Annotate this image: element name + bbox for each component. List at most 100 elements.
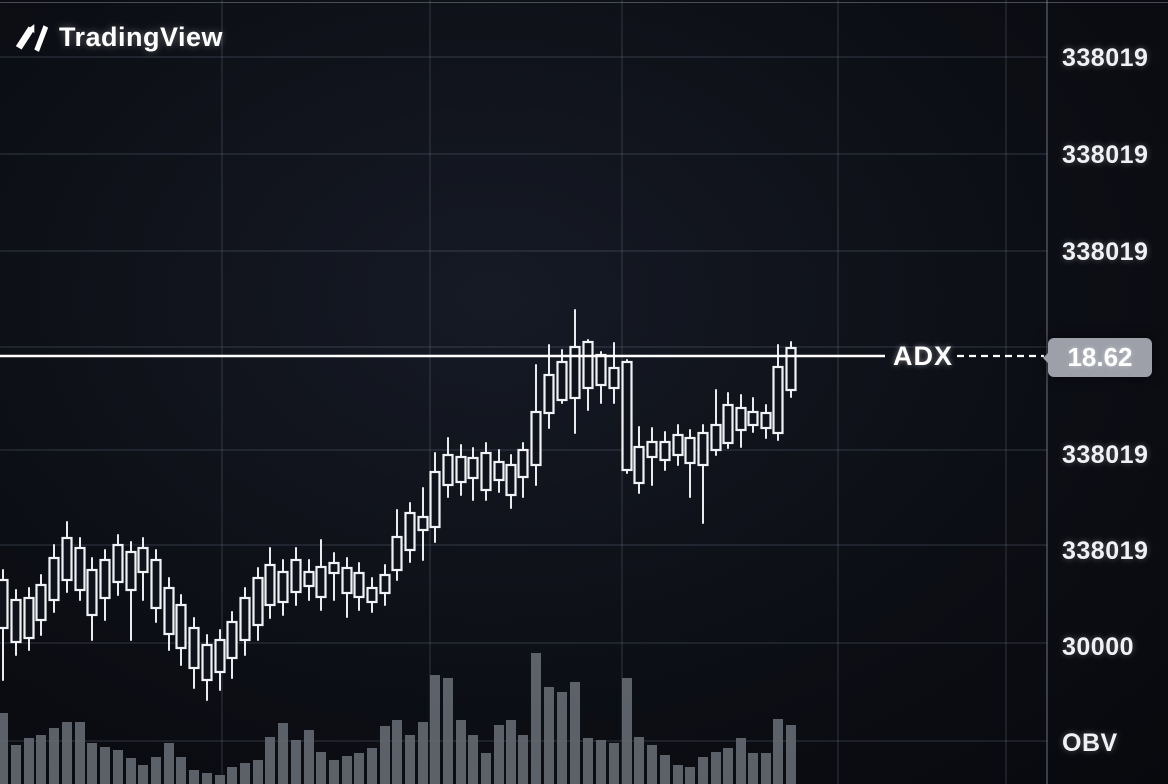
volume-bar — [291, 740, 301, 784]
candle-body — [99, 558, 111, 600]
candle-body — [353, 571, 365, 599]
candle-body — [404, 511, 416, 552]
candle-body — [264, 563, 276, 607]
candle-body — [125, 550, 137, 592]
candle-body — [556, 360, 568, 402]
price-axis-label: 338019 — [1062, 44, 1149, 72]
volume-bar — [304, 730, 314, 784]
volume-bar — [544, 687, 554, 784]
volume-bar — [405, 735, 415, 784]
volume-bar — [660, 755, 670, 784]
candle-body — [74, 546, 86, 592]
candle-body — [722, 403, 734, 445]
candle-body — [505, 463, 517, 497]
candle-body — [646, 440, 658, 459]
volume-bar — [723, 748, 733, 784]
candle-body — [391, 535, 403, 572]
candle-body — [290, 558, 302, 594]
volume-bar — [698, 757, 708, 784]
candle-body — [747, 410, 759, 427]
price-axis-label: 338019 — [1062, 537, 1149, 565]
volume-bar — [227, 767, 237, 784]
volume-bar — [36, 735, 46, 784]
candle-body — [379, 573, 391, 595]
candle-body — [175, 603, 187, 650]
candle-body — [493, 460, 505, 482]
volume-bar — [0, 713, 8, 784]
candle-body — [442, 453, 454, 487]
volume-bar — [430, 675, 440, 784]
price-axis-label: 338019 — [1062, 441, 1149, 469]
candle-body — [188, 626, 200, 670]
candle-body — [341, 566, 353, 595]
volume-bar — [761, 753, 771, 784]
volume-bar — [176, 757, 186, 784]
candle-body — [315, 565, 327, 599]
candle-body — [328, 561, 340, 575]
volume-bar — [164, 743, 174, 784]
volume-bar — [609, 743, 619, 784]
obv-pane-label: OBV — [1062, 729, 1118, 757]
volume-bar — [113, 750, 123, 784]
tradingview-logo-icon — [15, 23, 49, 52]
candle-body — [480, 451, 492, 492]
candle-body — [735, 406, 747, 432]
candle-body — [163, 586, 175, 636]
volume-bar — [392, 720, 402, 784]
volume-bar — [202, 773, 212, 784]
candle-body — [633, 445, 645, 485]
price-axis[interactable]: 338019 338019 338019 338019 338019 30000 OBV — [1047, 0, 1168, 784]
volume-bar — [138, 765, 148, 784]
volume-bar — [570, 682, 580, 784]
candle-body — [543, 373, 555, 415]
volume-bar — [253, 760, 263, 784]
volume-bar — [151, 757, 161, 784]
volume-bar — [49, 728, 59, 784]
candle-body — [226, 620, 238, 660]
candle-body — [772, 365, 784, 435]
volume-bar — [481, 753, 491, 784]
volume-bar — [494, 725, 504, 784]
candle-body — [150, 558, 162, 610]
candle-body — [684, 436, 696, 465]
volume-bar — [736, 738, 746, 784]
candle-body — [672, 433, 684, 457]
volume-bar — [622, 678, 632, 784]
candle-body — [608, 366, 620, 390]
price-axis-label: 338019 — [1062, 141, 1149, 169]
volume-bar — [685, 767, 695, 784]
candle-body — [239, 596, 251, 642]
candle-body — [137, 546, 149, 574]
candle-body — [201, 643, 213, 682]
candle-body — [366, 586, 378, 604]
volume-bar — [557, 692, 567, 784]
candle-body — [467, 456, 479, 480]
candle-body — [252, 576, 264, 627]
volume-bar — [443, 678, 453, 784]
volume-bar — [711, 752, 721, 784]
volume-bar — [506, 720, 516, 784]
volume-bar — [62, 722, 72, 784]
candle-body — [760, 411, 772, 430]
volume-bar — [418, 722, 428, 784]
candle-body — [697, 431, 709, 467]
volume-bar — [24, 738, 34, 784]
brand-text: TradingView — [59, 22, 224, 52]
candle-body — [23, 596, 35, 640]
tradingview-logo[interactable]: TradingView — [14, 22, 223, 53]
candle-body — [785, 346, 797, 392]
candle-body — [710, 423, 722, 452]
volume-bar — [786, 725, 796, 784]
volume-bar — [316, 752, 326, 784]
volume-bar — [278, 723, 288, 784]
candle-body — [86, 568, 98, 617]
candle-body — [303, 570, 315, 588]
volume-bar — [531, 653, 541, 784]
candle-body — [582, 340, 594, 390]
volume-bar — [583, 738, 593, 784]
candle-body — [0, 578, 9, 630]
volume-bar — [240, 763, 250, 784]
candle-body — [659, 440, 671, 462]
